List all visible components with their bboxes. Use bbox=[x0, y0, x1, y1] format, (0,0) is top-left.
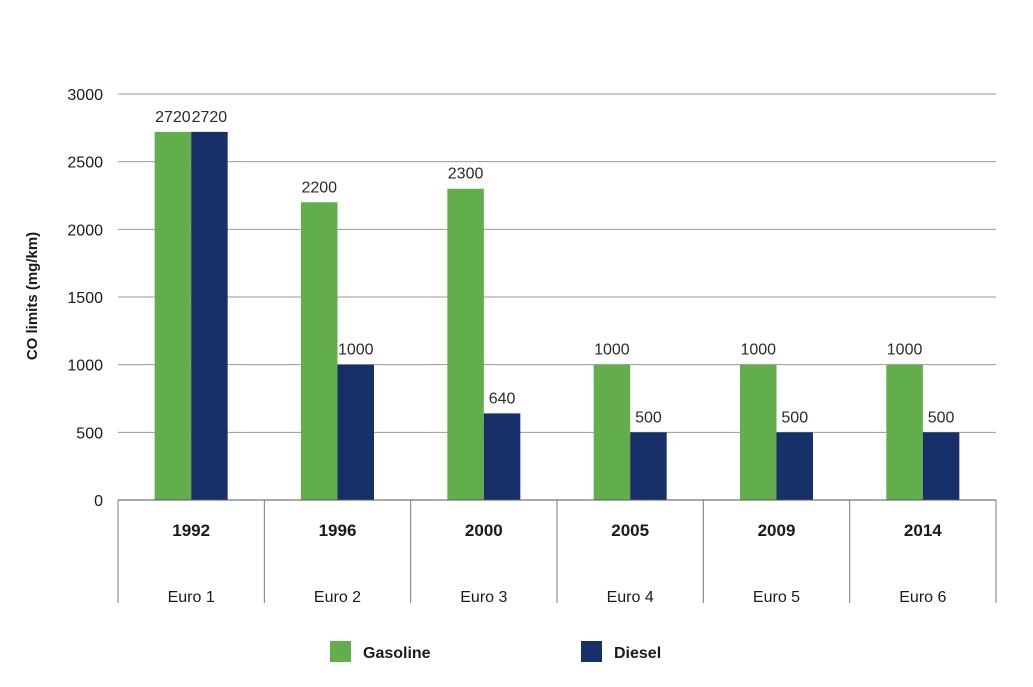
x-tick-label-year: 1992 bbox=[172, 521, 210, 540]
bar-diesel-1996 bbox=[337, 364, 374, 500]
y-tick-label: 2500 bbox=[67, 155, 103, 172]
y-tick-label: 3000 bbox=[67, 87, 103, 104]
x-tick-label-stage: Euro 1 bbox=[168, 589, 215, 606]
data-label: 500 bbox=[928, 409, 955, 426]
data-label: 2720 bbox=[155, 109, 191, 126]
y-tick-label: 500 bbox=[76, 425, 103, 442]
x-tick-label-stage: Euro 4 bbox=[607, 589, 654, 606]
x-tick-label-stage: Euro 3 bbox=[460, 589, 507, 606]
bar-gasoline-2000 bbox=[447, 188, 484, 500]
legend-label-diesel: Diesel bbox=[614, 645, 661, 662]
y-axis-title: CO limits (mg/km) bbox=[24, 232, 41, 360]
axes: 0 500 1000 1500 2000 2500 3000 1992 Euro 1 1996 Eu… bbox=[67, 87, 997, 606]
bar-diesel-1992 bbox=[191, 131, 228, 501]
bar-gasoline-2005 bbox=[593, 364, 631, 500]
legend: Gasoline Diesel bbox=[330, 641, 661, 662]
legend-swatch-diesel bbox=[581, 641, 602, 662]
data-label: 1000 bbox=[594, 342, 630, 359]
bar-diesel-2005 bbox=[630, 432, 667, 500]
data-label: 2300 bbox=[448, 166, 484, 183]
y-tick-label: 1000 bbox=[67, 358, 103, 375]
x-tick-label-year: 1996 bbox=[319, 521, 357, 540]
data-label: 1000 bbox=[740, 342, 776, 359]
legend-label-gasoline: Gasoline bbox=[363, 645, 431, 662]
grid-lines bbox=[118, 93, 996, 433]
bar-gasoline-2009 bbox=[740, 364, 777, 500]
bar-gasoline-1992 bbox=[154, 131, 192, 501]
bar-gasoline-1996 bbox=[301, 202, 338, 500]
x-tick-label-stage: Euro 2 bbox=[314, 589, 361, 606]
bar-diesel-2000 bbox=[483, 413, 521, 500]
bar-diesel-2009 bbox=[776, 432, 813, 500]
y-tick-label: 2000 bbox=[67, 222, 103, 239]
x-tick-label-stage: Euro 6 bbox=[899, 589, 946, 606]
x-tick-label-stage: Euro 5 bbox=[753, 589, 800, 606]
x-tick-label-year: 2000 bbox=[465, 521, 503, 540]
bars bbox=[154, 131, 960, 501]
data-label: 2720 bbox=[192, 109, 228, 126]
data-labels: 2720 2720 2200 1000 2300 640 1000 500 1000 500 100… bbox=[155, 109, 954, 426]
data-label: 2200 bbox=[301, 179, 337, 196]
x-tick-label-year: 2014 bbox=[904, 521, 942, 540]
y-tick-label: 1500 bbox=[67, 290, 103, 307]
legend-swatch-gasoline bbox=[330, 641, 351, 662]
data-label: 500 bbox=[781, 409, 808, 426]
x-tick-label-year: 2005 bbox=[611, 521, 649, 540]
x-tick-label-year: 2009 bbox=[758, 521, 796, 540]
bar-diesel-2014 bbox=[922, 432, 960, 500]
data-label: 500 bbox=[635, 409, 662, 426]
data-label: 640 bbox=[489, 390, 516, 407]
y-tick-label: 0 bbox=[94, 493, 103, 510]
data-label: 1000 bbox=[887, 342, 923, 359]
bar-gasoline-2014 bbox=[886, 364, 923, 500]
data-label: 1000 bbox=[338, 342, 374, 359]
